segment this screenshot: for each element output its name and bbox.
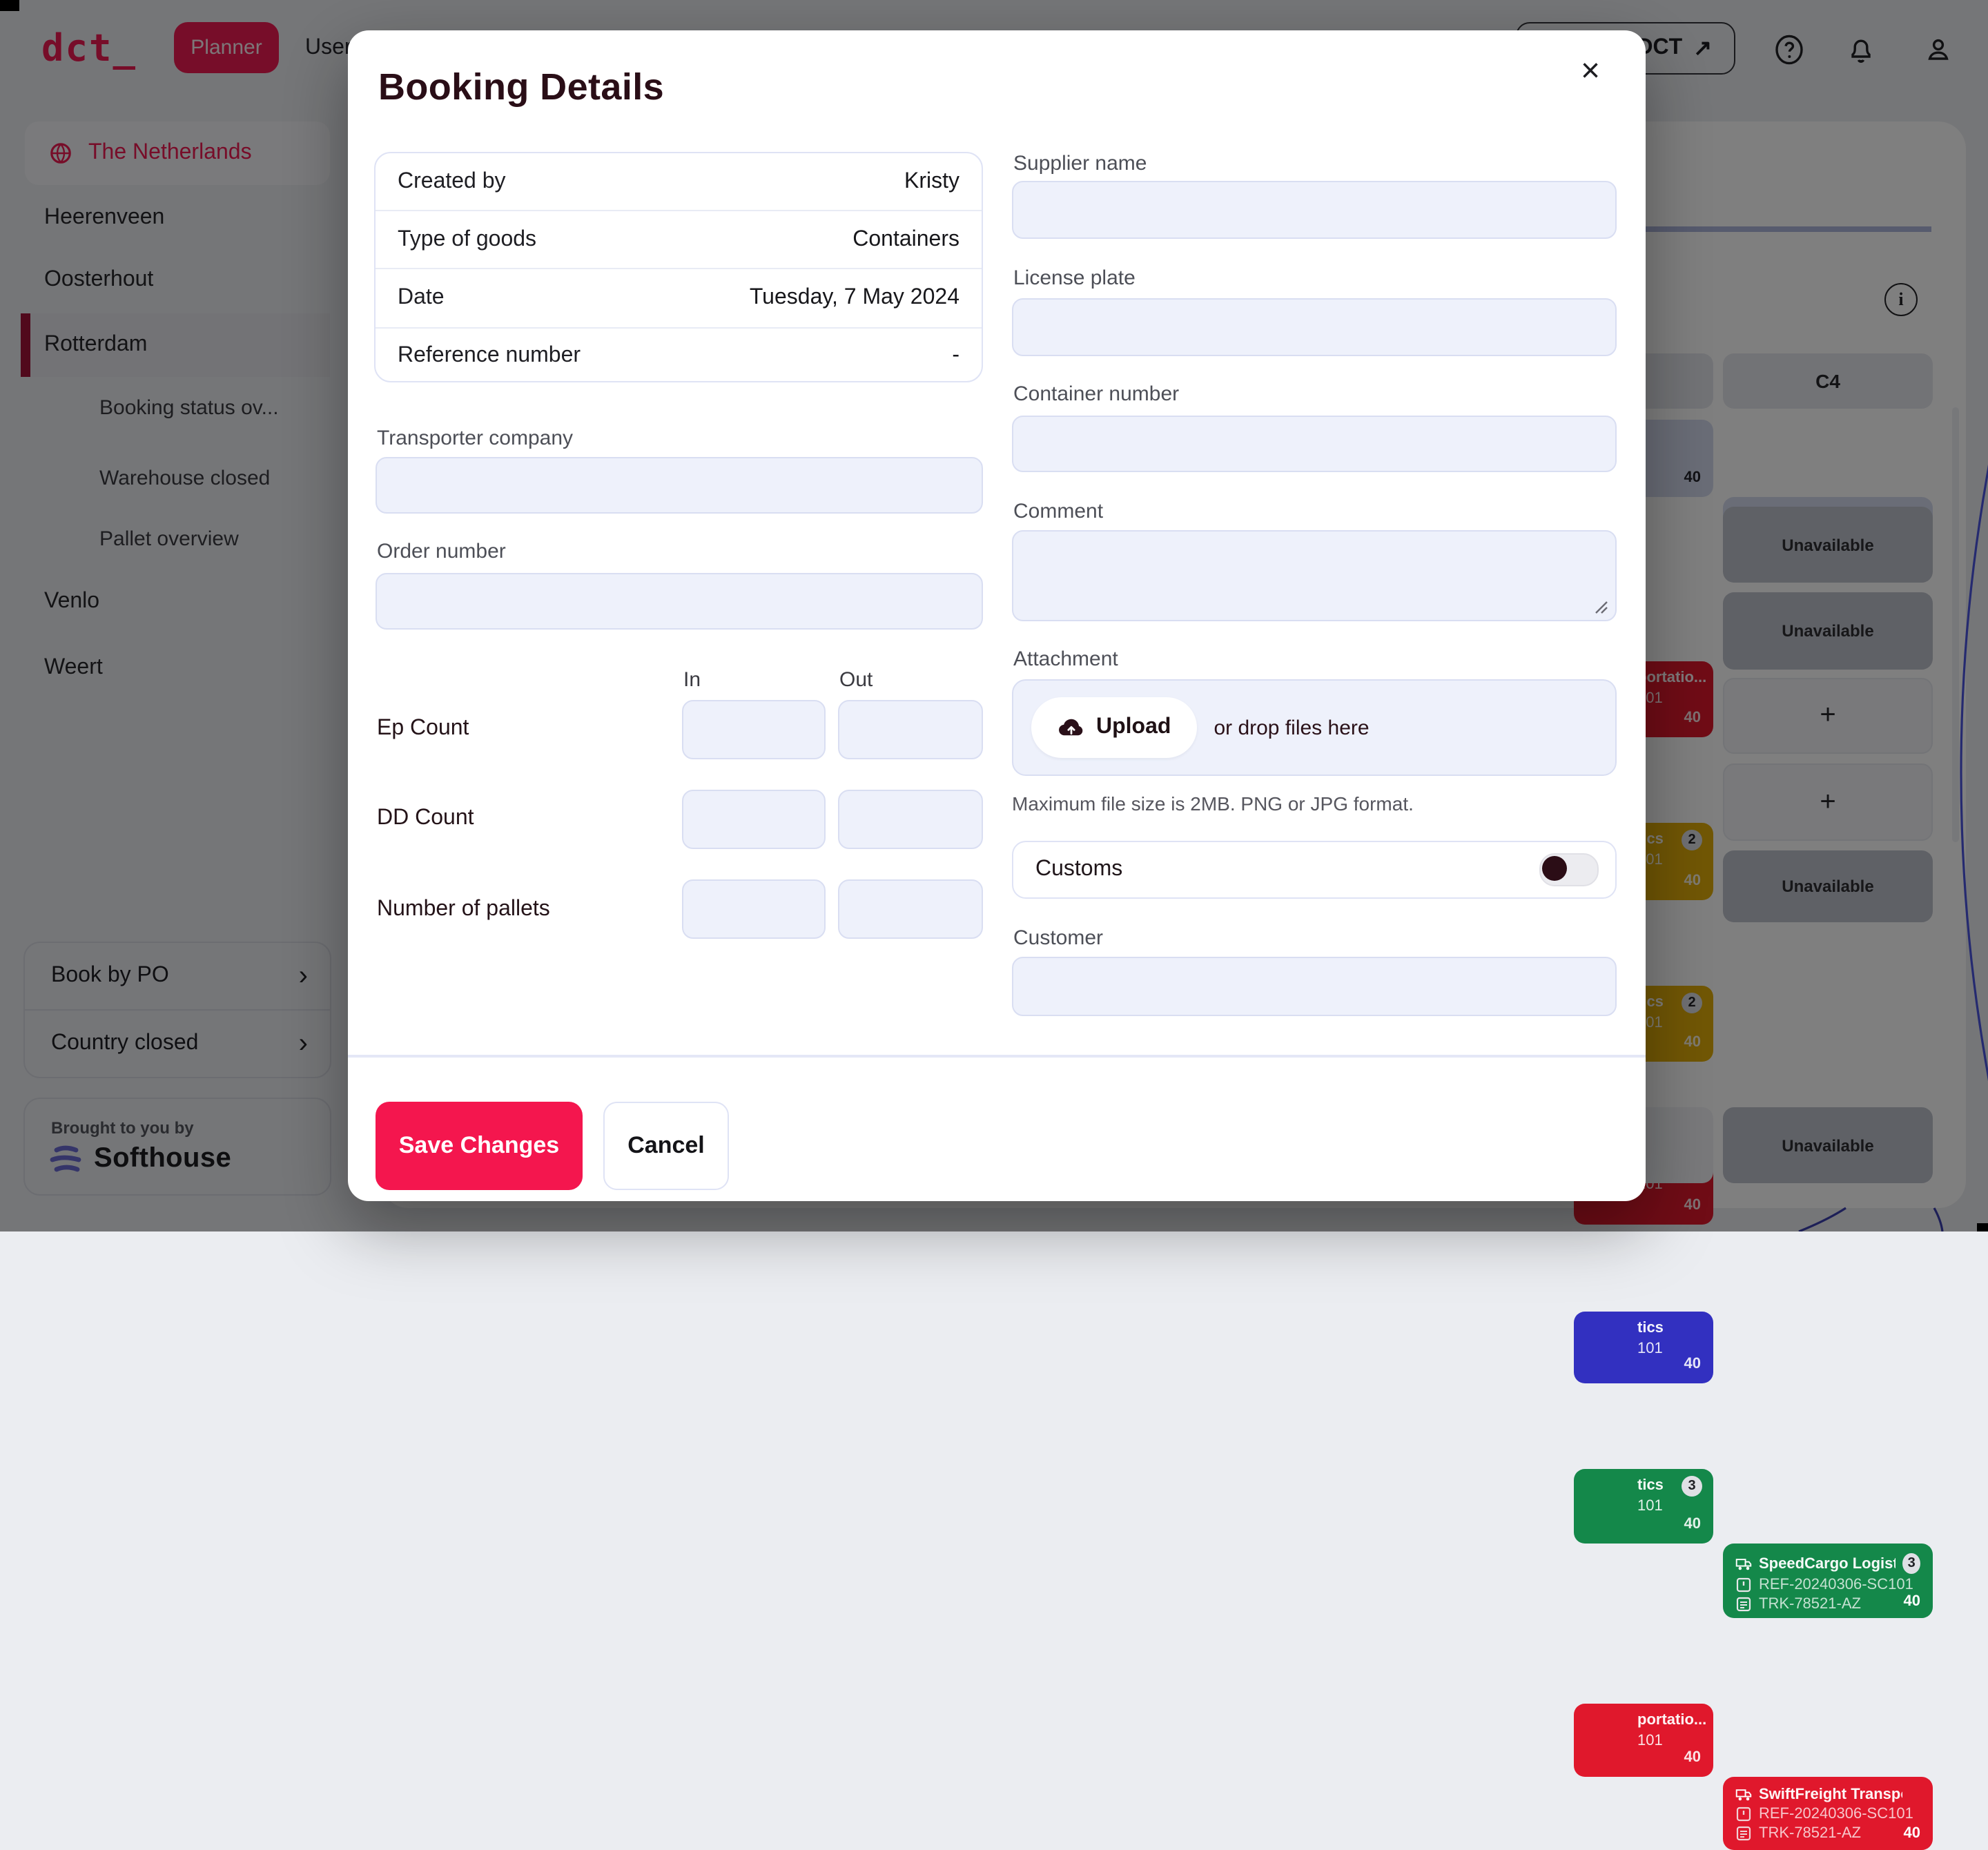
slot-title: tics [1637, 1477, 1664, 1494]
count-badge: 3 [1902, 1553, 1920, 1574]
resize-handle-icon[interactable] [1595, 601, 1608, 614]
booking-summary-table: Created by Kristy Type of goods Containers… [374, 152, 983, 382]
summary-value: Tuesday, 7 May 2024 [749, 285, 959, 309]
order-number-label: Order number [377, 540, 506, 563]
drop-files-hint: or drop files here [1214, 716, 1370, 739]
slot-cell[interactable]: tics 101 40 [1574, 1312, 1713, 1383]
card-company: SpeedCargo Logistics [1759, 1555, 1896, 1572]
summary-label: Created by [398, 169, 506, 193]
card-ref: REF-20240306-SC101 [1759, 1577, 1913, 1593]
slot-cell[interactable]: portatio... 101 40 [1574, 1704, 1713, 1777]
file-size-hint: Maximum file size is 2MB. PNG or JPG for… [1012, 792, 1414, 815]
slot-count: 40 [1903, 1593, 1921, 1610]
slot-title: tics [1637, 1320, 1664, 1336]
pallets-in-input[interactable] [682, 879, 826, 939]
booking-card-swiftfreight[interactable]: SwiftFreight Transportatio... REF-202403… [1723, 1777, 1933, 1850]
reference-icon [1736, 1577, 1751, 1593]
slot-cell[interactable]: tics 3 101 40 [1574, 1469, 1713, 1544]
customs-row: Customs [1012, 841, 1617, 899]
slot-count: 40 [1684, 1516, 1702, 1533]
truck-icon [1735, 1558, 1752, 1570]
license-plate-label: License plate [1013, 266, 1136, 290]
customer-input[interactable] [1012, 957, 1617, 1016]
transporter-company-input[interactable] [376, 457, 983, 514]
truck-icon [1735, 1789, 1752, 1801]
document-icon [1736, 1826, 1751, 1841]
container-number-input[interactable] [1012, 416, 1617, 472]
table-row: Date Tuesday, 7 May 2024 [376, 270, 982, 329]
dd-count-in-input[interactable] [682, 790, 826, 849]
card-company: SwiftFreight Transportatio... [1759, 1786, 1902, 1803]
dd-count-out-input[interactable] [838, 790, 983, 849]
out-column-header: Out [839, 668, 873, 692]
ep-count-label: Ep Count [377, 717, 469, 740]
supplier-name-input[interactable] [1012, 181, 1617, 239]
ep-count-out-input[interactable] [838, 700, 983, 759]
card-trk: TRK-78521-AZ [1759, 1596, 1861, 1613]
summary-label: Type of goods [398, 227, 537, 251]
license-plate-input[interactable] [1012, 298, 1617, 356]
toggle-knob [1542, 856, 1567, 881]
count-badge: 3 [1682, 1476, 1702, 1497]
document-icon [1736, 1597, 1751, 1612]
summary-value: Containers [852, 227, 959, 251]
table-row: Reference number - [376, 328, 982, 381]
slot-title: portatio... [1637, 1712, 1707, 1729]
modal-footer-divider [348, 1055, 1646, 1058]
customer-label: Customer [1013, 926, 1104, 950]
container-number-label: Container number [1013, 382, 1180, 406]
pallets-out-input[interactable] [838, 879, 983, 939]
in-column-header: In [683, 668, 701, 692]
save-changes-button[interactable]: Save Changes [376, 1102, 583, 1190]
summary-value: Kristy [904, 169, 959, 193]
cloud-upload-icon [1059, 719, 1083, 736]
dd-count-label: DD Count [377, 806, 474, 830]
cancel-button[interactable]: Cancel [603, 1102, 729, 1190]
customs-label: Customs [1035, 857, 1123, 881]
summary-label: Reference number [398, 344, 581, 368]
number-of-pallets-label: Number of pallets [377, 897, 550, 921]
upload-button-label: Upload [1096, 715, 1171, 739]
summary-label: Date [398, 285, 445, 309]
card-ref: REF-20240306-SC101 [1759, 1806, 1913, 1822]
table-row: Type of goods Containers [376, 211, 982, 270]
modal-title: Booking Details [378, 66, 665, 108]
comment-label: Comment [1013, 500, 1104, 523]
slot-count: 40 [1684, 1356, 1702, 1373]
reference-icon [1736, 1807, 1751, 1822]
attachment-dropzone[interactable]: Upload or drop files here [1012, 679, 1617, 776]
booking-details-modal: Booking Details × Created by Kristy Type … [348, 30, 1646, 1201]
close-icon[interactable]: × [1580, 52, 1600, 90]
attachment-label: Attachment [1013, 648, 1118, 671]
card-trk: TRK-78521-AZ [1759, 1825, 1861, 1842]
slot-ref: 101 [1637, 1498, 1663, 1515]
transporter-company-label: Transporter company [377, 427, 574, 450]
table-row: Created by Kristy [376, 153, 982, 212]
ep-count-in-input[interactable] [682, 700, 826, 759]
booking-card-speedcargo[interactable]: SpeedCargo Logistics 3 REF-20240306-SC10… [1723, 1544, 1933, 1618]
comment-textarea[interactable] [1012, 530, 1617, 621]
order-number-input[interactable] [376, 573, 983, 630]
slot-count: 40 [1903, 1825, 1921, 1842]
upload-button[interactable]: Upload [1031, 697, 1198, 758]
summary-value: - [952, 344, 959, 368]
customs-toggle[interactable] [1539, 853, 1599, 886]
slot-count: 40 [1684, 1749, 1702, 1766]
supplier-name-label: Supplier name [1013, 152, 1147, 175]
